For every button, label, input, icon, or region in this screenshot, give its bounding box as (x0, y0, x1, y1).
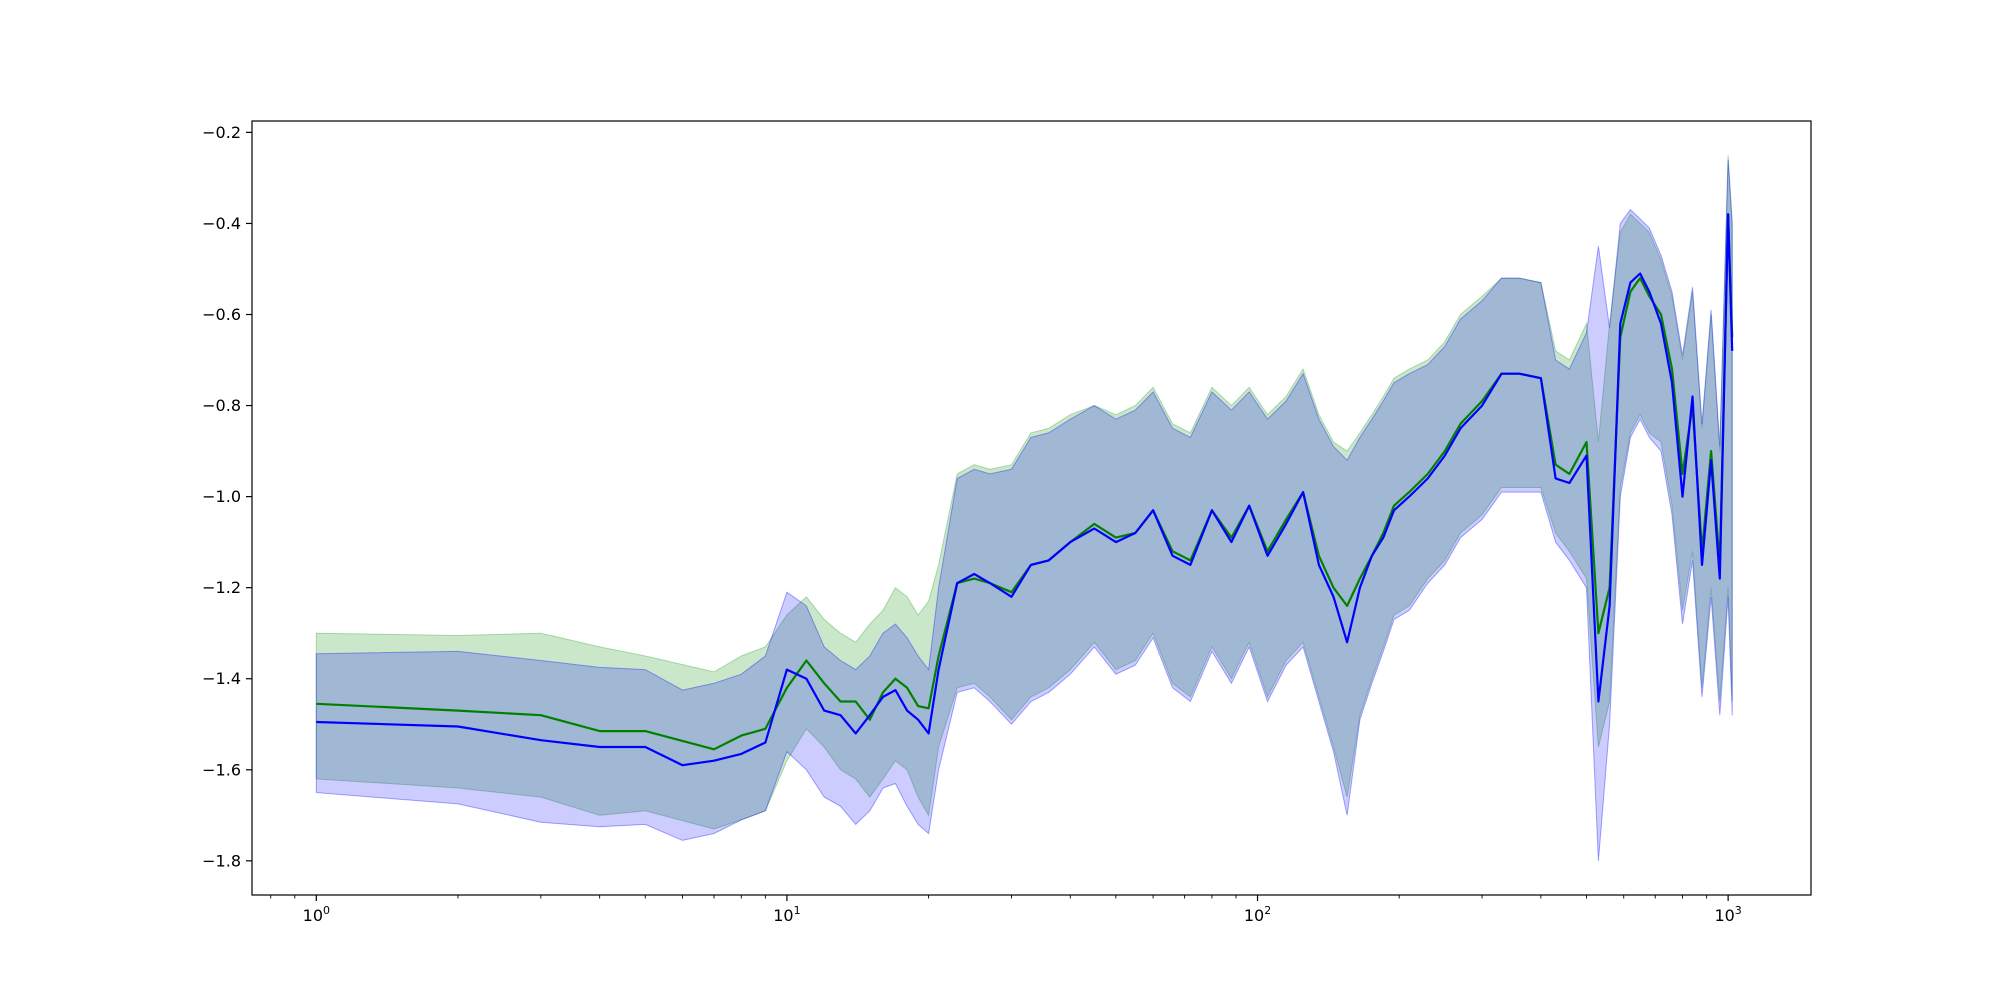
x-tick-label: 102 (1244, 904, 1271, 925)
plot-frame (251, 120, 1812, 896)
y-tick-label: −1.4 (202, 669, 241, 688)
x-tick-label: 103 (1714, 904, 1741, 925)
y-tick-label: −0.4 (202, 214, 241, 233)
x-tick-label: 100 (303, 904, 330, 925)
y-tick-label: −0.8 (202, 396, 241, 415)
series-2-line (316, 213, 1734, 767)
y-tick-label: −1.2 (202, 578, 241, 597)
series-1-band (315, 155, 1733, 830)
series-lines (316, 213, 1734, 767)
y-tick-label: −0.2 (202, 123, 241, 142)
x-tick-label: 101 (773, 904, 800, 925)
y-tick-label: −1.0 (202, 487, 241, 506)
y-tick-label: −1.6 (202, 760, 241, 779)
y-tick-label: −0.6 (202, 305, 241, 324)
y-axis: −1.8 −1.6 −1.4 −1.2 −1.0 −0.8 −0.6 −0.4 −0.2 (202, 123, 252, 870)
series-2-band (315, 159, 1733, 861)
confidence-bands (315, 155, 1733, 861)
y-tick-label: −1.8 (202, 851, 241, 870)
x-axis: 100 101 102 103 (270, 895, 1742, 925)
